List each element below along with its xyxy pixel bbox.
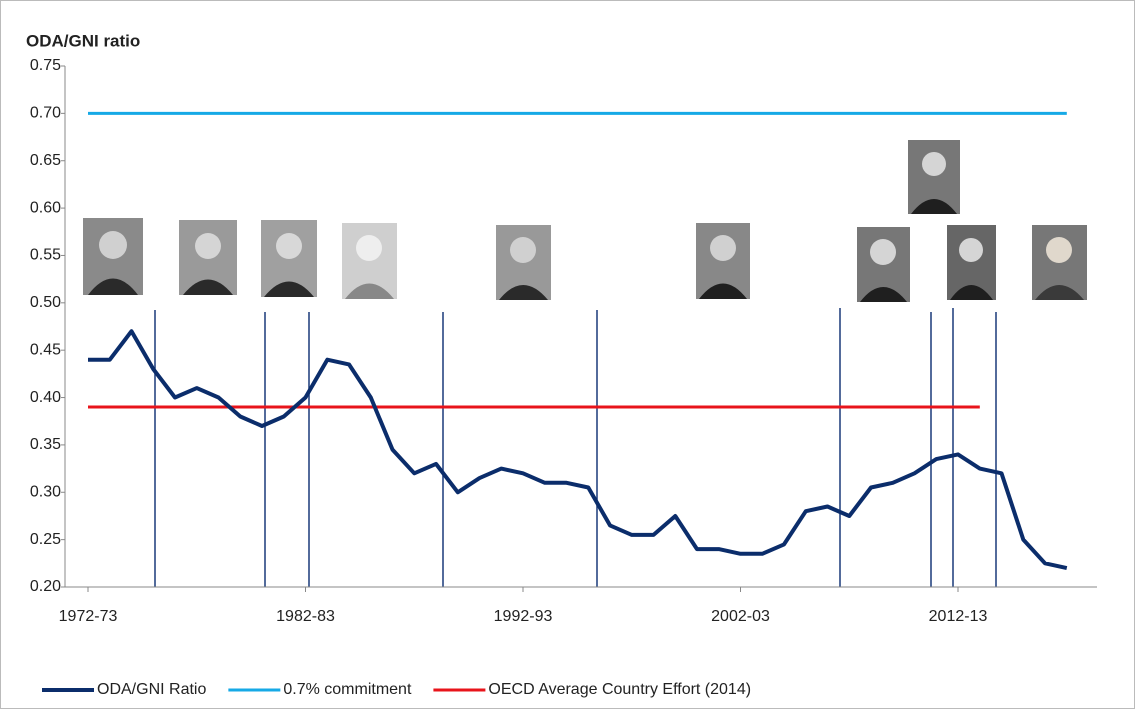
portrait <box>496 225 551 300</box>
x-tick-label: 2002-03 <box>711 608 770 625</box>
portrait <box>947 225 996 300</box>
legend-label: 0.7% commitment <box>283 681 412 698</box>
pm-change-lines <box>154 308 997 587</box>
portrait <box>261 220 317 297</box>
x-tick-label: 2012-13 <box>929 608 988 625</box>
portrait <box>179 220 237 295</box>
y-tick-label: 0.50 <box>30 294 61 311</box>
y-tick-label: 0.30 <box>30 483 61 500</box>
y-tick-label: 0.70 <box>30 105 61 122</box>
y-tick-label: 0.35 <box>30 436 61 453</box>
portrait <box>1032 225 1087 300</box>
y-tick-label: 0.55 <box>30 247 61 264</box>
legend-label: ODA/GNI Ratio <box>97 681 206 698</box>
y-tick-label: 0.60 <box>30 199 61 216</box>
series-line <box>88 329 1068 571</box>
y-tick-label: 0.40 <box>30 389 61 406</box>
portraits <box>83 140 1087 302</box>
y-tick-label: 0.45 <box>30 341 61 358</box>
y-axis-title: ODA/GNI ratio <box>26 31 140 50</box>
x-tick-label: 1992-93 <box>494 608 553 625</box>
portrait <box>83 218 143 295</box>
y-tick-label: 0.75 <box>30 57 61 74</box>
portrait <box>908 140 960 214</box>
y-tick-label: 0.20 <box>30 578 61 595</box>
legend-label: OECD Average Country Effort (2014) <box>488 681 751 698</box>
portrait <box>696 223 750 299</box>
portrait <box>342 223 397 299</box>
y-tick-label: 0.65 <box>30 152 61 169</box>
x-tick-label: 1972-73 <box>59 608 118 625</box>
portrait <box>857 227 910 302</box>
y-tick-label: 0.25 <box>30 531 61 548</box>
x-tick-label: 1982-83 <box>276 608 335 625</box>
